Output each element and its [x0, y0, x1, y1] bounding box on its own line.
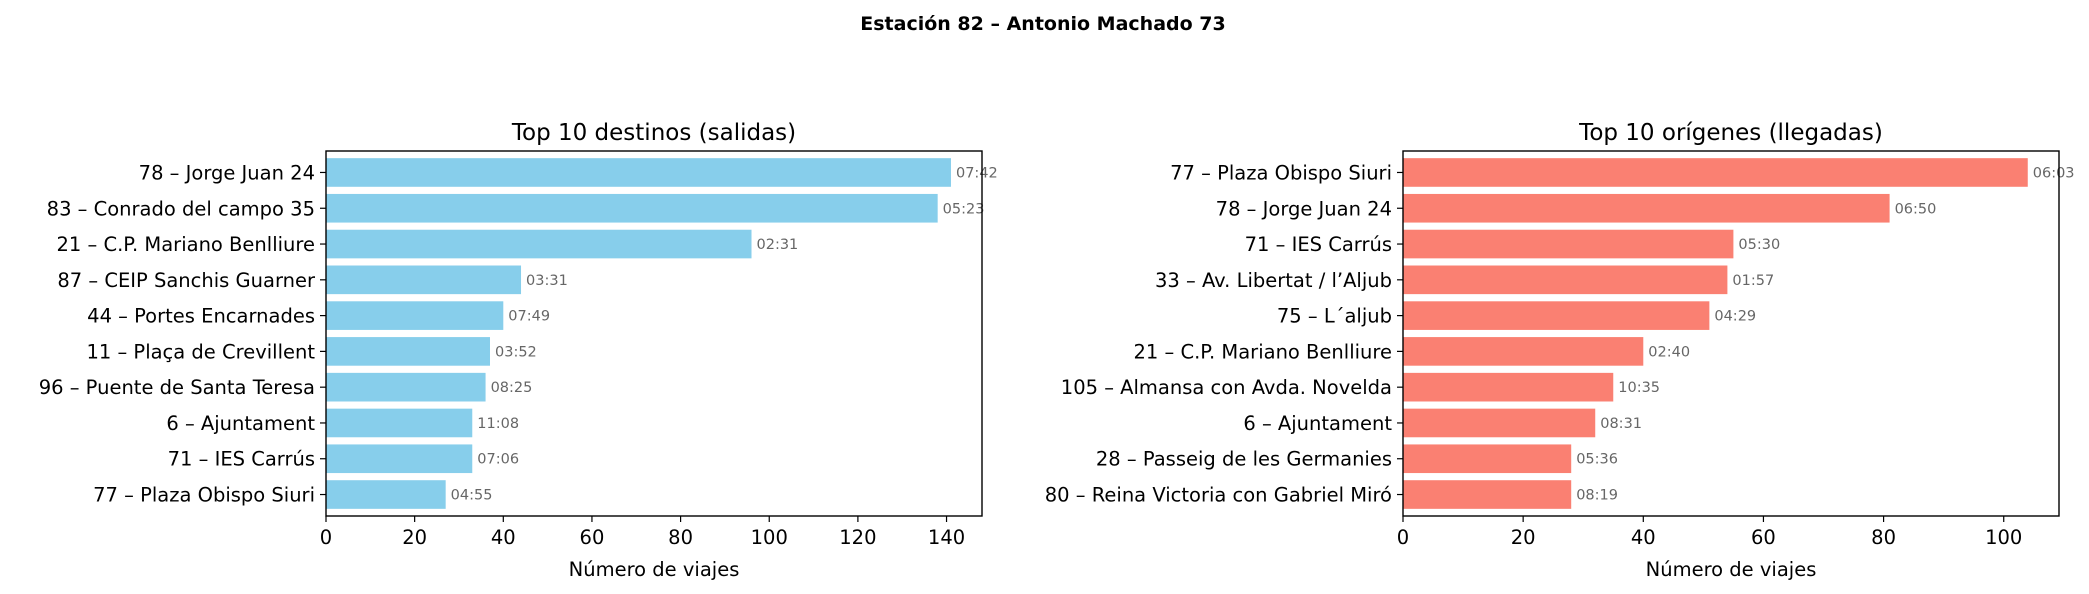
- x-axis-label: Número de viajes: [1646, 558, 1817, 581]
- y-tick-label: 96 – Puente de Santa Teresa: [39, 376, 315, 399]
- bar-data-label: 04:29: [1714, 309, 1756, 325]
- x-tick-label: 40: [491, 526, 516, 549]
- bar: [1403, 480, 1572, 509]
- y-tick-label: 71 – IES Carrús: [168, 448, 315, 471]
- bar-data-label: 06:50: [1895, 201, 1937, 217]
- bar: [326, 337, 490, 366]
- y-tick-label: 28 – Passeig de les Germanies: [1096, 448, 1392, 471]
- y-tick-label: 71 – IES Carrús: [1245, 233, 1392, 256]
- bar: [1403, 158, 2028, 187]
- bar: [1403, 229, 1734, 259]
- bar: [1403, 444, 1572, 474]
- bar-data-label: 02:31: [757, 237, 799, 253]
- bar-data-label: 07:06: [477, 452, 519, 468]
- category-label-group: 77 – Plaza Obispo Siuri 78 – Jorge Juan 2…: [1045, 161, 1403, 507]
- x-tick-label: 60: [1751, 526, 1776, 549]
- x-tick-label: 60: [580, 526, 605, 549]
- bar-data-label: 08:25: [491, 380, 533, 396]
- bar: [1403, 408, 1596, 438]
- y-tick-label: 6 – Ajuntament: [1243, 412, 1392, 435]
- bar-data-label: 03:31: [526, 273, 568, 289]
- y-tick-label: 77 – Plaza Obispo Siuri: [1170, 161, 1392, 184]
- bar: [326, 158, 951, 187]
- y-tick-label: 105 – Almansa con Avda. Novelda: [1061, 376, 1392, 399]
- bar-data-label: 05:36: [1576, 452, 1618, 468]
- x-tick-label: 140: [928, 526, 965, 549]
- y-tick-label: 77 – Plaza Obispo Siuri: [93, 484, 315, 507]
- y-tick-label: 78 – Jorge Juan 24: [139, 161, 315, 184]
- bar-data-label: 03:52: [495, 344, 537, 360]
- x-tick-label: 40: [1631, 526, 1656, 549]
- bar-data-label: 06:03: [2033, 165, 2075, 181]
- bar-data-label: 04:55: [451, 488, 493, 504]
- bar: [326, 408, 473, 438]
- y-tick-label: 33 – Av. Libertat / l’Aljub: [1155, 269, 1392, 292]
- x-tick-label: 120: [839, 526, 876, 549]
- x-axis-label: Número de viajes: [569, 558, 740, 581]
- y-tick-label: 21 – C.P. Mariano Benlliure: [1134, 340, 1392, 363]
- bar: [1403, 265, 1728, 295]
- plot-frame: [325, 150, 983, 517]
- chart-panel-llegadas: Top 10 orígenes (llegadas) 06:03 06:50 05:…: [1045, 120, 2075, 581]
- y-tick-label: 83 – Conrado del campo 35: [47, 197, 315, 220]
- bar-data-label: 02:40: [1648, 344, 1690, 360]
- bar: [1403, 301, 1710, 330]
- y-tick-label: 87 – CEIP Sanchis Guarner: [57, 269, 316, 292]
- bar: [1403, 372, 1614, 402]
- bar: [326, 444, 473, 474]
- bar-data-label: 07:49: [508, 309, 550, 325]
- x-tick-label: 20: [402, 526, 427, 549]
- bar-data-label: 07:42: [956, 165, 998, 181]
- bar: [1403, 337, 1644, 366]
- bar: [1403, 193, 1890, 223]
- bar: [326, 229, 752, 259]
- bar-data-label: 10:35: [1618, 380, 1660, 396]
- bar-data-label: 08:19: [1576, 488, 1618, 504]
- chart-panel-salidas: Top 10 destinos (salidas) 07:42 05:23 02:3…: [39, 120, 998, 581]
- y-tick-label: 21 – C.P. Mariano Benlliure: [57, 233, 315, 256]
- bar: [326, 301, 504, 330]
- x-tick-label: 80: [1871, 526, 1896, 549]
- bar-group: [1403, 158, 2028, 509]
- bar: [326, 480, 446, 509]
- y-tick-label: 80 – Reina Victoria con Gabriel Miró: [1045, 484, 1392, 507]
- chart-title: Top 10 orígenes (llegadas): [1578, 120, 1883, 146]
- x-tick-label: 0: [1397, 526, 1409, 549]
- y-tick-label: 11 – Plaça de Crevillent: [86, 340, 315, 363]
- x-tick-label: 20: [1511, 526, 1536, 549]
- x-tick-label: 0: [320, 526, 332, 549]
- data-label-group: 06:03 06:50 05:30 01:57 04:29 02:40 10:35 08:31…: [1576, 165, 2074, 503]
- chart-title: Top 10 destinos (salidas): [511, 120, 796, 146]
- y-tick-label: 75 – L´aljub: [1277, 305, 1392, 328]
- x-tick-group: 0 20 40 60 80 100: [1397, 516, 2022, 549]
- plot-frame: [1402, 150, 2060, 517]
- bar: [326, 193, 938, 223]
- bar: [326, 265, 522, 295]
- figure-suptitle: Estación 82 – Antonio Machado 73: [860, 13, 1225, 35]
- bar-data-label: 08:31: [1600, 416, 1642, 432]
- bar-data-label: 05:23: [943, 201, 985, 217]
- bar-group: [326, 158, 951, 509]
- x-tick-label: 100: [751, 526, 788, 549]
- y-tick-label: 44 – Portes Encarnades: [87, 305, 315, 328]
- bar-data-label: 01:57: [1732, 273, 1774, 289]
- data-label-group: 07:42 05:23 02:31 03:31 07:49 03:52 08:25 11:08…: [451, 165, 998, 503]
- x-tick-label: 100: [1985, 526, 2022, 549]
- y-tick-label: 78 – Jorge Juan 24: [1216, 197, 1392, 220]
- bar-data-label: 05:30: [1738, 237, 1780, 253]
- bar: [326, 372, 486, 402]
- x-tick-group: 0 20 40 60 80 100 120 140: [320, 516, 965, 549]
- y-tick-label: 6 – Ajuntament: [166, 412, 315, 435]
- bar-data-label: 11:08: [477, 416, 519, 432]
- category-label-group: 78 – Jorge Juan 24 83 – Conrado del campo…: [39, 161, 326, 507]
- x-tick-label: 80: [668, 526, 693, 549]
